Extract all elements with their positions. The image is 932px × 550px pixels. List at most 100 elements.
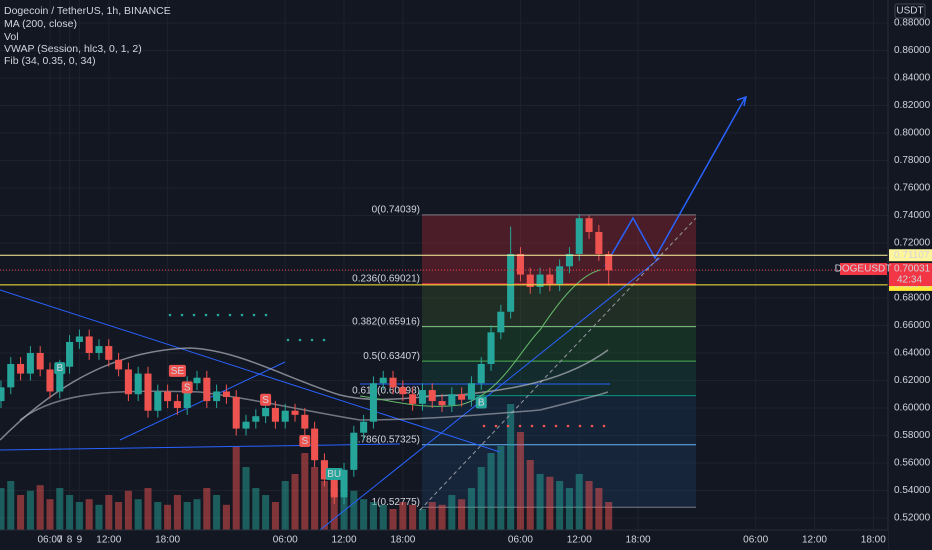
- candle-body: [360, 421, 368, 433]
- price-tag-label: 0.71107: [894, 250, 930, 261]
- volume-bar: [134, 499, 142, 530]
- volume-bar: [320, 481, 328, 530]
- candle-body: [36, 352, 44, 370]
- fib-label: 0.786(0.57325): [352, 434, 420, 445]
- volume-bar: [301, 453, 309, 530]
- candle-body: [75, 336, 83, 342]
- y-tick-label: 0.88000: [894, 18, 931, 29]
- volume-bar: [66, 495, 74, 530]
- candle-body: [320, 460, 328, 480]
- volume-bar: [389, 509, 397, 530]
- candle-body: [281, 410, 289, 422]
- fib-label: 1(0.52775): [372, 497, 420, 508]
- last-price-tag: [889, 263, 932, 287]
- fib-band: [422, 283, 696, 327]
- volume-bar: [173, 495, 181, 530]
- volume-bar: [467, 488, 475, 530]
- candle-body: [458, 394, 466, 400]
- price-tag: [889, 249, 932, 262]
- candle-body: [379, 377, 387, 384]
- y-tick-label: 0.82000: [894, 100, 931, 111]
- volume-bar: [311, 467, 319, 530]
- signal-label: S: [184, 382, 191, 393]
- candle-body: [26, 352, 34, 374]
- candle-body: [487, 332, 495, 364]
- trend-line: [0, 443, 401, 451]
- volume-bar: [428, 502, 436, 530]
- candle-body: [262, 407, 270, 417]
- candle-body: [399, 387, 407, 395]
- y-tick-label: 0.74000: [894, 210, 931, 221]
- axes: 0.52000 0.54000 0.56000 0.58000 0.60000 0.620…: [37, 18, 932, 546]
- y-tick-label: 0.54000: [894, 485, 931, 496]
- candle-body: [526, 274, 534, 287]
- candle-body: [605, 253, 613, 271]
- volume-bar: [477, 467, 485, 530]
- symbol-tag: [840, 263, 887, 276]
- trend-line: [319, 257, 661, 531]
- volume-bar: [379, 504, 387, 530]
- volume-bar: [222, 504, 230, 530]
- volume-bar: [56, 488, 64, 530]
- candle-body: [418, 390, 426, 404]
- x-tick-label: 12:00: [96, 535, 121, 546]
- signal-label: B: [56, 363, 63, 374]
- signal-marker: [181, 381, 193, 394]
- candle-body: [409, 394, 417, 404]
- candle-body: [0, 387, 5, 402]
- volume-bar: [418, 509, 426, 530]
- candle-body: [556, 266, 564, 285]
- volume-bar: [0, 488, 5, 530]
- candle-body: [95, 346, 103, 353]
- candle-body: [232, 396, 240, 429]
- x-tick-label: 06:00: [743, 535, 768, 546]
- y-tick-label: 0.84000: [894, 73, 931, 84]
- candle-body: [164, 391, 172, 402]
- signal-label: S: [301, 436, 308, 447]
- candle-body: [56, 366, 64, 392]
- candle-body: [242, 421, 250, 429]
- candle-body: [546, 274, 554, 285]
- candle-body: [291, 410, 299, 415]
- candle-body: [595, 231, 603, 254]
- candle-body: [507, 253, 515, 312]
- x-tick-label: 18:00: [861, 535, 886, 546]
- volume-bar: [232, 446, 240, 530]
- candle-body: [252, 416, 260, 422]
- x-tick-label: 18:00: [390, 535, 415, 546]
- fib-label: 0.5(0.63407): [363, 351, 420, 362]
- signal-label: BU: [327, 469, 341, 480]
- indicator-label: Vol: [4, 31, 19, 43]
- projection-arrow: [604, 97, 746, 267]
- diagonal: [419, 217, 697, 511]
- indicator-label: MA (200, close): [4, 18, 77, 30]
- volume-bar: [516, 432, 524, 530]
- candle-body: [66, 341, 74, 367]
- candle-body: [115, 359, 123, 370]
- y-tick-label: 0.80000: [894, 128, 931, 139]
- volume-bar: [183, 502, 191, 530]
- candle-body: [134, 373, 142, 395]
- x-tick-label: 9: [77, 535, 83, 546]
- candle-body: [585, 218, 593, 232]
- volume-bar: [369, 502, 377, 530]
- candle-body: [271, 407, 279, 422]
- volume-bar: [350, 490, 358, 530]
- volume-bar: [75, 502, 83, 530]
- dot-row: [168, 313, 326, 342]
- volume-bar: [330, 488, 338, 530]
- fib-label: 0.618(0.60898): [352, 385, 420, 396]
- signals: B SE S S S BU B: [54, 362, 487, 480]
- indicator-label: Fib (34, 0.35, 0, 34): [4, 55, 96, 67]
- fib-label: 0(0.74039): [372, 205, 420, 216]
- volume-bar: [575, 474, 583, 530]
- candle-body: [183, 383, 191, 408]
- volume-bar: [556, 481, 564, 530]
- candle-body: [17, 363, 25, 374]
- drawings: [0, 95, 748, 531]
- x-tick-label: 12:00: [332, 535, 357, 546]
- volume-bar: [262, 495, 270, 530]
- x-tick-label: 06:00: [273, 535, 298, 546]
- x-tick-label: 06:00: [37, 535, 62, 546]
